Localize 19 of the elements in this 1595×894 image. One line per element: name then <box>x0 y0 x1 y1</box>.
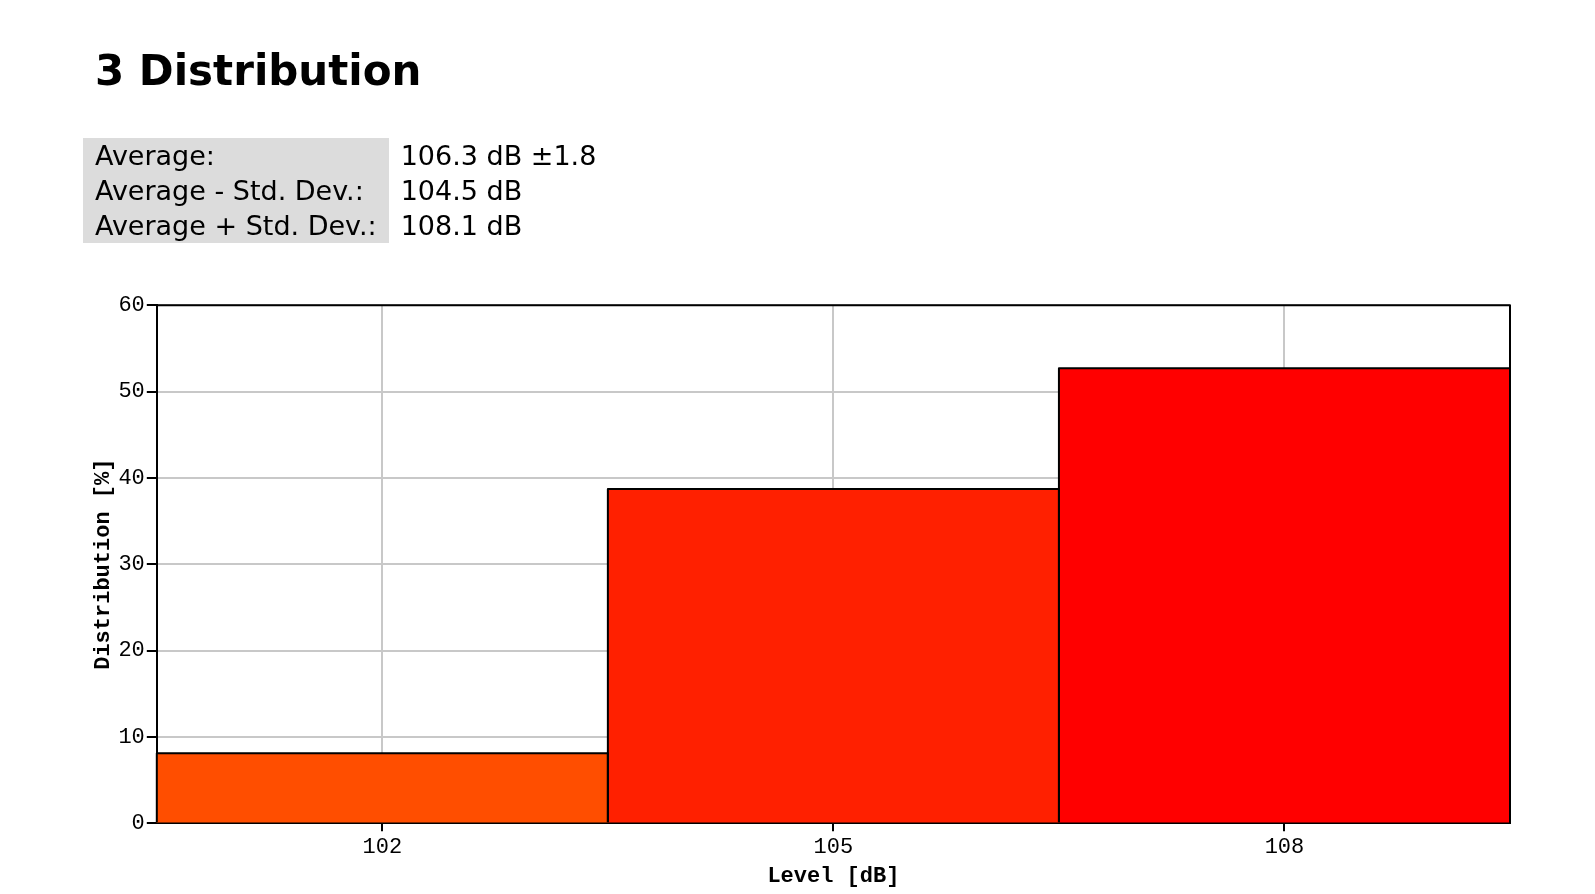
x-tick-label: 108 <box>1264 835 1305 861</box>
y-axis-title: Distribution [%] <box>90 458 116 670</box>
y-tick-label: 0 <box>131 811 145 837</box>
y-tick-label: 60 <box>118 293 145 319</box>
text: Average + Std. Dev.: <box>83 208 389 243</box>
y-tick-label: 50 <box>118 379 145 405</box>
y-tick-label: 20 <box>118 638 145 664</box>
x-axis-title: Level [dB] <box>767 864 900 890</box>
x-tick-label: 102 <box>362 835 403 861</box>
y-tick-label: 10 <box>118 724 145 750</box>
chart-title: 3 Distribution <box>95 46 422 95</box>
text: 108.1 dB <box>399 209 524 243</box>
text: Average - Std. Dev.: <box>83 173 389 208</box>
y-tick-label: 40 <box>118 465 145 491</box>
text: 104.5 dB <box>399 174 524 208</box>
y-tick-label: 30 <box>118 552 145 578</box>
text: 106.3 dB ±1.8 <box>399 139 598 173</box>
x-tick-label: 105 <box>813 835 854 861</box>
text: Average: <box>83 138 389 173</box>
